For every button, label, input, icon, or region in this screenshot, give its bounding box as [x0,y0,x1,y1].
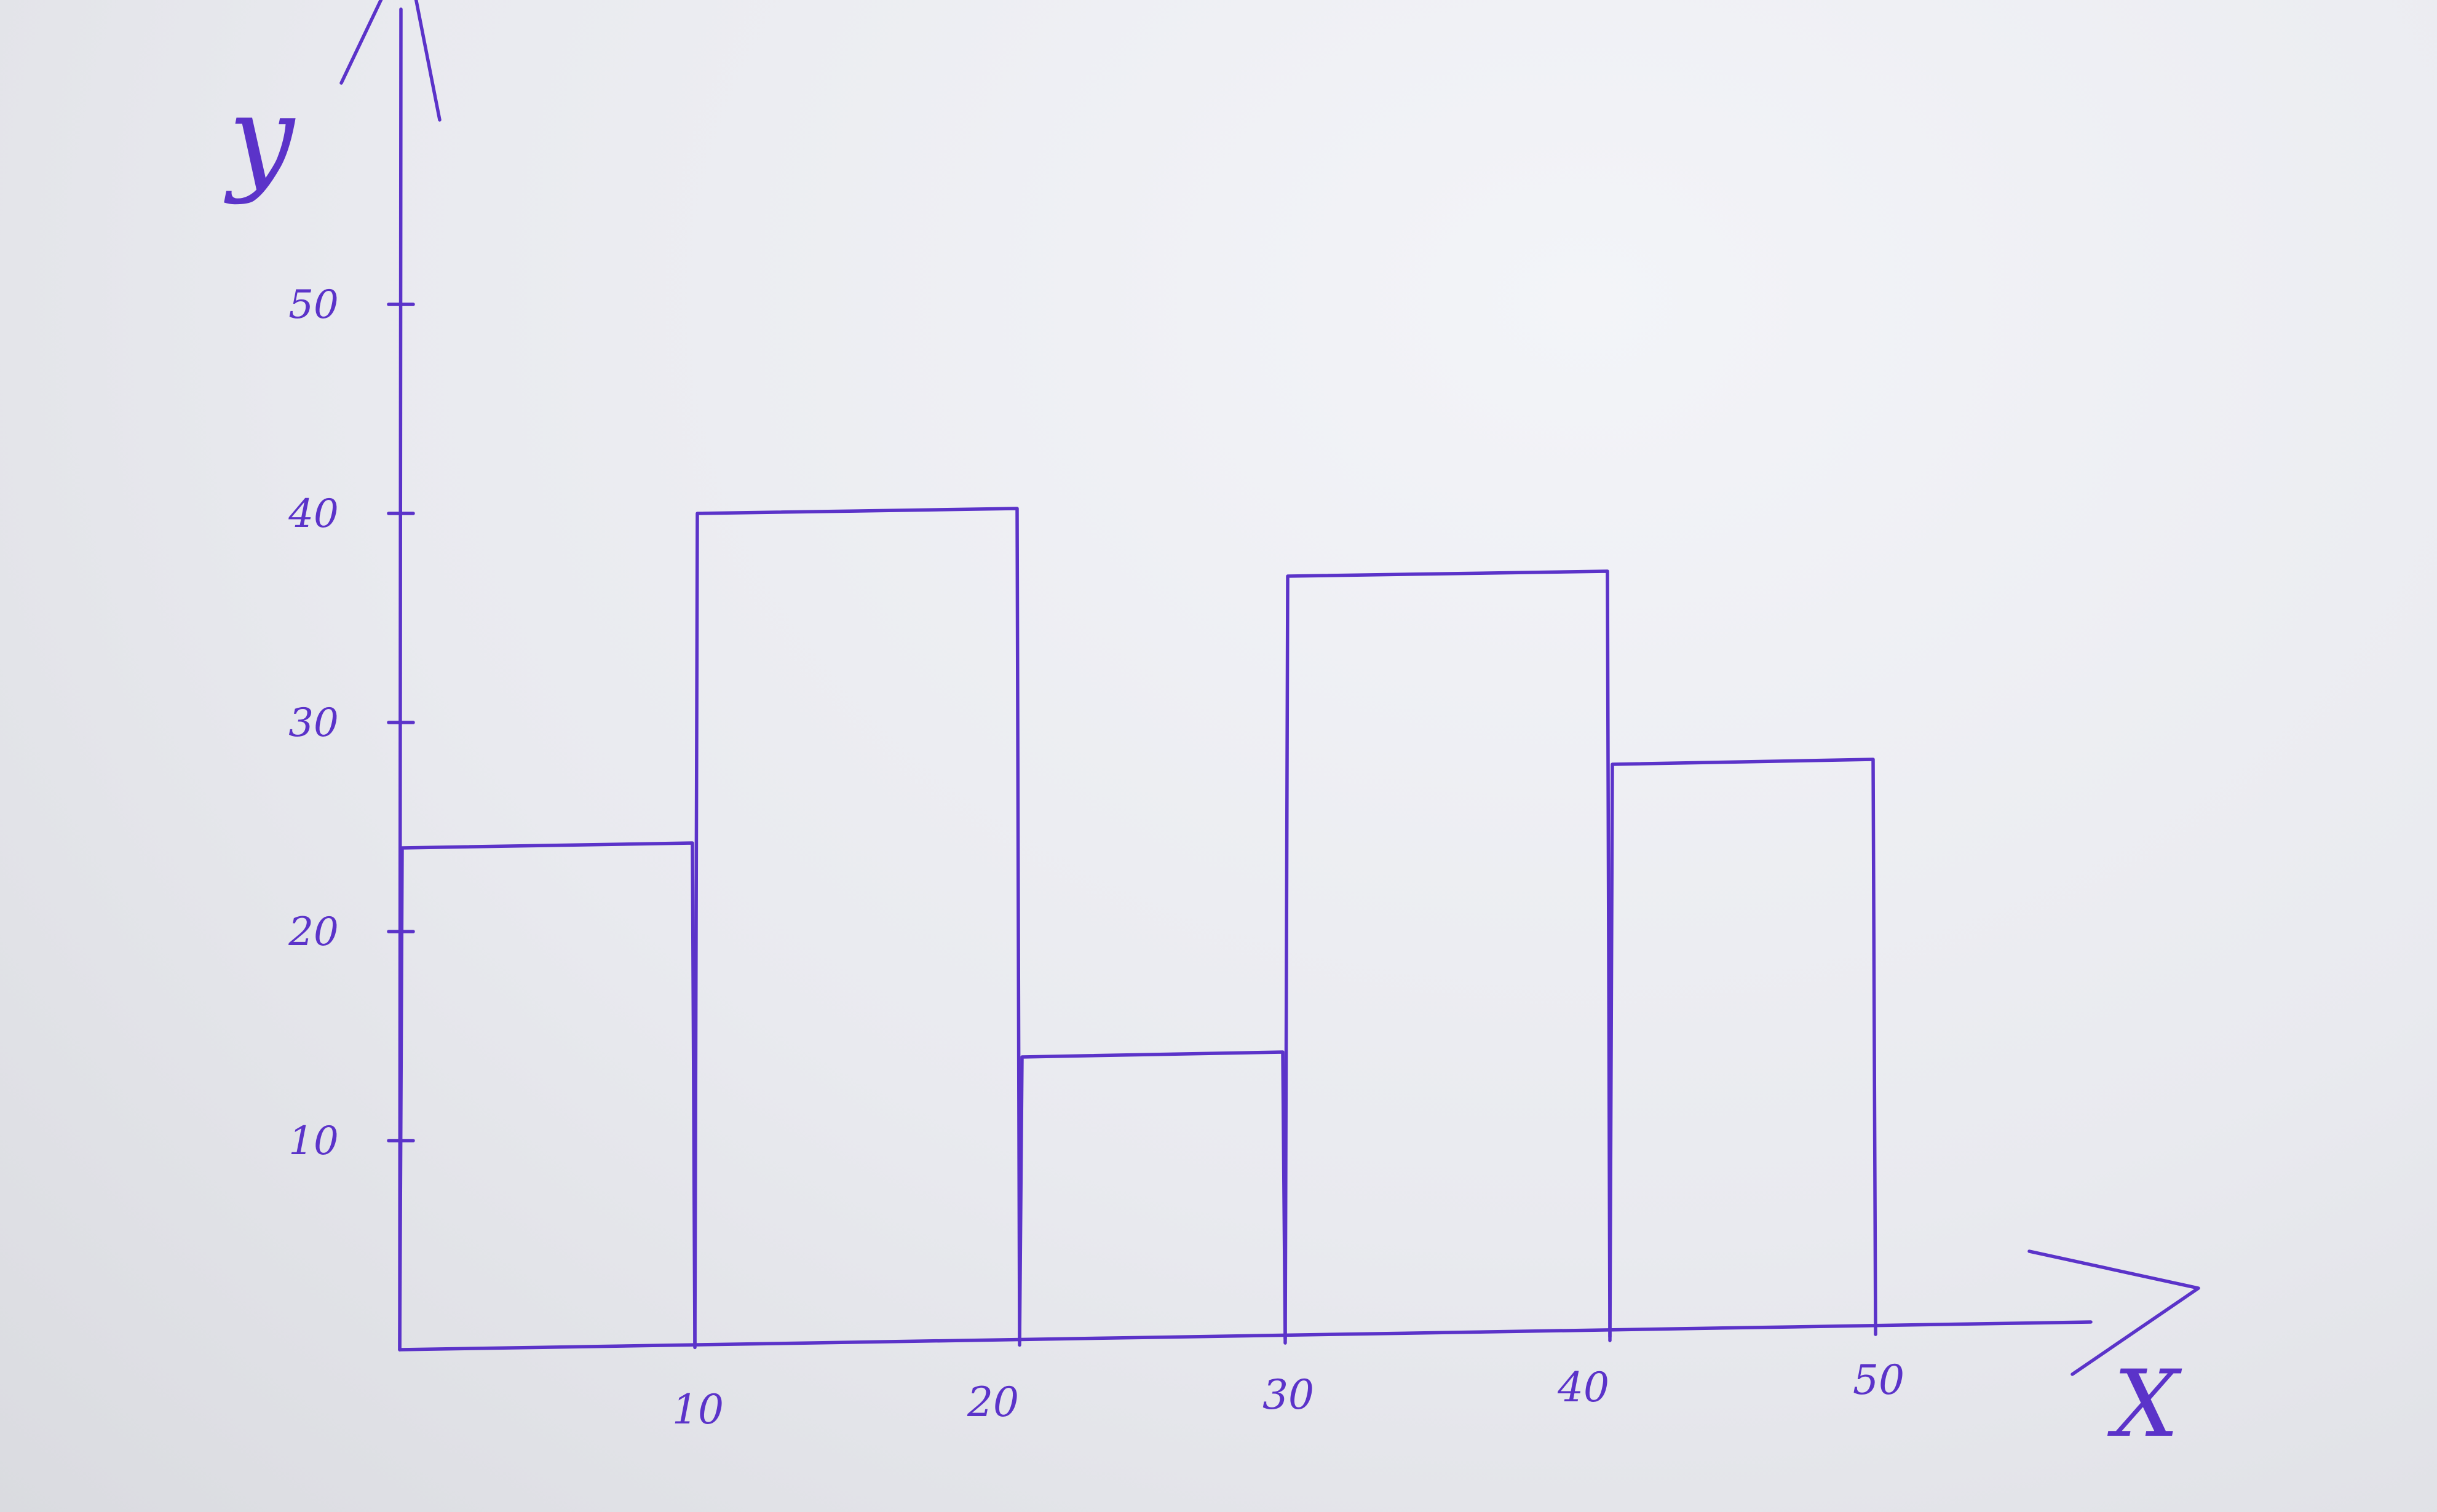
y-axis-arrowhead [339,0,442,122]
y-ticks-group: 10 20 30 40 50 [288,282,415,1164]
histogram-bar [1608,758,1877,1342]
y-axis-label: y [223,70,296,206]
histogram-bar [1018,1050,1287,1347]
histogram-bar [1283,569,1612,1345]
x-ticks-group: 10 20 30 40 50 [672,1356,1904,1433]
y-tick-label: 40 [288,491,338,537]
bars-group [398,507,1877,1352]
y-axis [398,7,403,1352]
x-tick-label: 40 [1557,1364,1609,1411]
x-tick-label: 10 [672,1386,724,1433]
axes-group [339,0,2200,1376]
y-tick-label: 20 [288,909,338,955]
histogram-bar [693,507,1021,1350]
x-axis [398,1320,2093,1352]
x-axis-arrowhead [2027,1249,2200,1376]
x-tick-label: 30 [1262,1371,1314,1419]
y-tick-label: 50 [288,282,338,328]
histogram-bar [398,841,697,1352]
y-tick-label: 10 [288,1118,338,1164]
x-axis-label: X [2107,1351,2182,1458]
x-tick-label: 50 [1853,1356,1904,1404]
x-tick-label: 20 [967,1379,1019,1426]
y-tick-label: 30 [288,700,338,746]
